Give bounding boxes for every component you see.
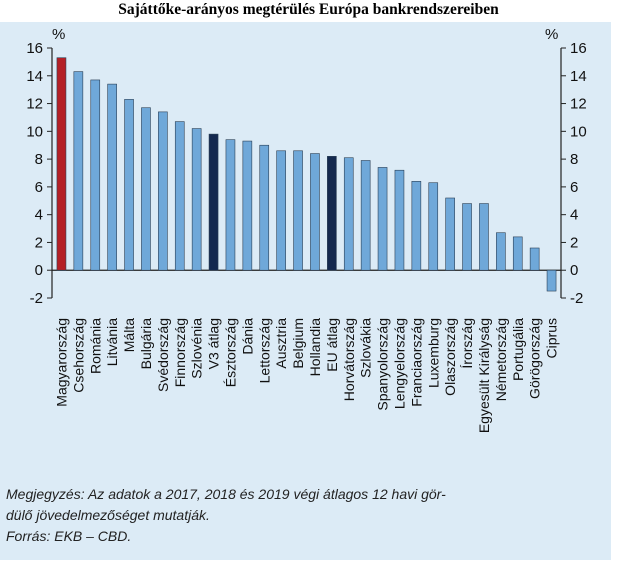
category-label: Belgium <box>290 318 306 369</box>
category-label: Ciprus <box>544 318 560 358</box>
right-tick-label: -2 <box>570 290 583 307</box>
category-label: Litvánia <box>104 318 120 366</box>
bar <box>310 153 320 271</box>
category-label: Svédország <box>155 318 171 392</box>
category-label: Görögország <box>527 318 543 399</box>
category-label: Magyarország <box>53 318 69 407</box>
category-labels-layer: Magyarország Csehország Románia Litvánia Mál… <box>53 318 559 433</box>
bar <box>445 197 455 271</box>
category-label: Észtország <box>222 318 238 387</box>
left-tick-label: 0 <box>35 262 43 279</box>
bar <box>394 169 405 271</box>
category-label: Dánia <box>239 318 255 355</box>
right-tick-label: 14 <box>570 68 587 85</box>
category-label: Finnország <box>172 318 188 387</box>
category-label: Portugália <box>510 318 526 381</box>
right-tick-label: 10 <box>570 123 587 140</box>
bar <box>191 128 202 271</box>
category-label: Írország <box>459 318 475 369</box>
category-label: Szlovénia <box>189 318 205 379</box>
category-label: Hollandia <box>307 318 323 377</box>
left-tick-label: 14 <box>26 68 43 85</box>
bar <box>529 247 540 271</box>
left-unit-label: % <box>52 26 65 43</box>
category-label: Lengyelország <box>391 318 407 409</box>
left-tick-label: -2 <box>30 290 43 307</box>
note-line-2: dülő jövedelmezőséget mutatják. <box>6 507 210 523</box>
category-label: Olaszország <box>442 318 458 396</box>
right-tick-label: 4 <box>570 207 578 224</box>
bar <box>242 140 253 271</box>
right-tick-label: 0 <box>570 262 578 279</box>
left-tick-label: 10 <box>26 123 43 140</box>
bar <box>158 111 168 271</box>
chart-title: Sajáttőke-arányos megtérülés Európa bank… <box>118 1 499 18</box>
right-tick-label: 6 <box>570 179 578 196</box>
bar <box>56 57 67 271</box>
axes-layer: -2 -2 0 0 2 2 4 4 6 6 8 8 10 10 12 12 14 14 16 16 <box>26 40 586 307</box>
category-label: EU átlag <box>324 318 340 372</box>
left-tick-label: 12 <box>26 96 43 113</box>
right-tick-label: 8 <box>570 151 578 168</box>
bar <box>512 236 523 271</box>
category-label: Ausztria <box>273 318 289 369</box>
left-tick-label: 4 <box>35 207 43 224</box>
category-label: Horvátország <box>341 318 357 401</box>
category-label: Bulgária <box>138 318 154 370</box>
bar <box>343 157 354 271</box>
bar <box>141 107 151 271</box>
chart-notes: Megjegyzés: Az adatok a 2017, 2018 és 20… <box>6 484 606 547</box>
right-unit-label: % <box>545 26 558 43</box>
category-label: V3 átlag <box>206 318 222 369</box>
category-label: Spanyolország <box>375 318 391 411</box>
right-tick-label: 2 <box>570 234 578 251</box>
bar <box>90 79 101 271</box>
bar-chart: -2 -2 0 0 2 2 4 4 6 6 8 8 10 10 12 12 14 14 16 16 Magyarors… <box>26 26 586 433</box>
bar <box>479 203 489 271</box>
left-tick-label: 16 <box>26 40 43 57</box>
category-label: Lettország <box>256 318 272 383</box>
bar <box>293 150 303 271</box>
category-label: Románia <box>87 318 103 374</box>
source-text: Forrás: EKB – CBD. <box>6 528 132 544</box>
bar <box>174 121 185 271</box>
note-line-1: Megjegyzés: Az adatok a 2017, 2018 és 20… <box>6 486 446 502</box>
bar <box>208 133 219 271</box>
bar <box>225 139 236 271</box>
left-tick-label: 6 <box>35 179 43 196</box>
bar <box>377 167 388 271</box>
left-tick-label: 2 <box>35 234 43 251</box>
bar <box>259 144 270 271</box>
bars-layer <box>56 57 557 292</box>
right-tick-label: 12 <box>570 96 587 113</box>
bar <box>73 71 84 271</box>
category-label: Németország <box>493 318 509 401</box>
bar <box>411 181 422 271</box>
bar <box>327 156 337 271</box>
bar <box>428 182 439 271</box>
bar <box>124 99 134 271</box>
bar <box>360 160 371 271</box>
category-label: Málta <box>121 318 137 352</box>
category-label: Egyesült Királyság <box>476 318 492 433</box>
bar <box>107 83 117 271</box>
bar <box>462 203 472 271</box>
category-label: Franciaország <box>408 318 424 407</box>
bar <box>276 150 286 271</box>
right-tick-label: 16 <box>570 40 587 57</box>
left-tick-label: 8 <box>35 151 43 168</box>
bar <box>496 232 506 271</box>
category-label: Csehország <box>70 318 86 393</box>
category-label: Luxemburg <box>425 318 441 388</box>
chart-panel <box>0 22 611 560</box>
bar <box>546 269 557 292</box>
category-label: Szlovákia <box>358 318 374 378</box>
